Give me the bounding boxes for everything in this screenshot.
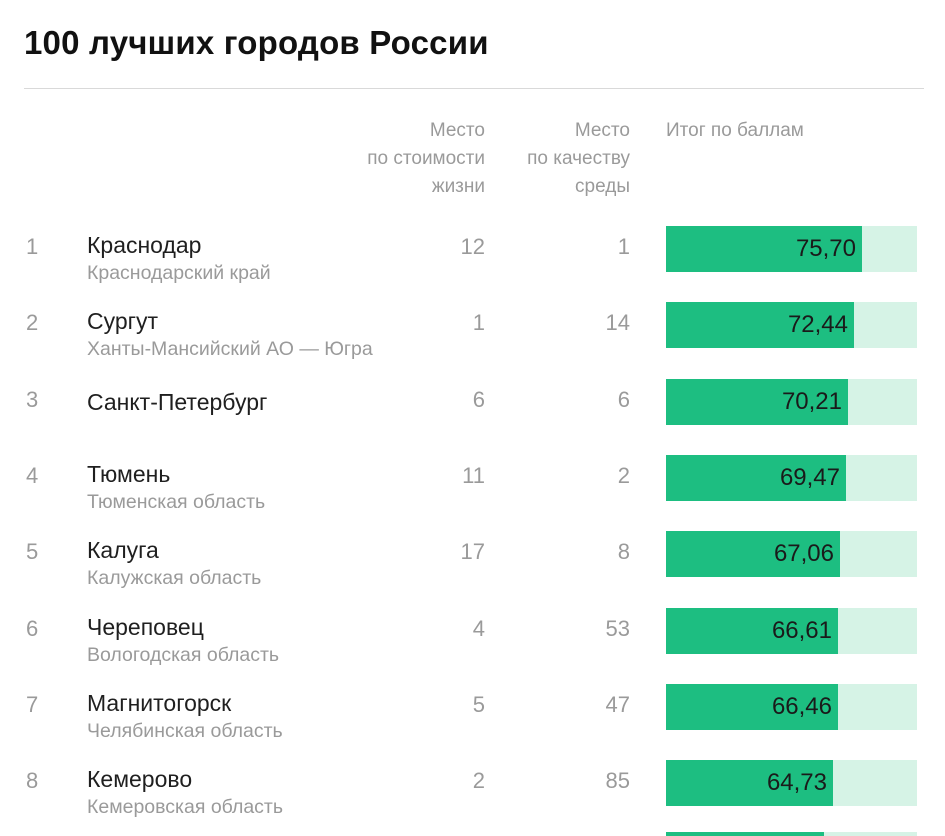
cost-of-living-rank: 1 [472, 310, 485, 336]
rank-number: 5 [26, 539, 39, 565]
region-name: Челябинская область [87, 719, 283, 742]
environment-quality-rank: 14 [605, 310, 630, 336]
score-bar [666, 378, 848, 425]
table-row: 5 Калуга Калужская область 17 8 67,06 [0, 529, 945, 605]
cost-of-living-rank: 17 [460, 539, 485, 565]
region-name: Краснодарский край [87, 262, 271, 284]
cost-of-living-rank: 5 [472, 691, 485, 717]
table-row: 3 Санкт-Петербург 6 6 70,21 [0, 377, 945, 453]
rank-number: 3 [26, 386, 39, 412]
score-bar-track: 69,47 [666, 454, 917, 501]
table-row: 4 Тюмень Тюменская область 11 2 69,47 [0, 453, 945, 529]
score-bar [666, 760, 833, 807]
city-name: Сургут [87, 308, 159, 335]
score-value: 69,47 [779, 463, 840, 491]
rank-number: 4 [26, 462, 39, 488]
title-divider [24, 88, 924, 89]
region-name: Ханты-Мансийский АО — Югра [87, 338, 373, 361]
score-value: 66,46 [771, 692, 832, 720]
score-bar [666, 607, 838, 654]
environment-quality-rank: 2 [617, 462, 630, 488]
environment-quality-rank: 85 [605, 768, 630, 794]
environment-quality-rank: 1 [617, 234, 630, 259]
city-name: Кемерово [87, 766, 193, 793]
environment-quality-rank: 53 [605, 615, 630, 641]
environment-quality-rank: 8 [617, 539, 630, 565]
rank-number: 2 [26, 310, 39, 336]
score-value: 70,21 [781, 387, 842, 415]
next-row-bar-peek [666, 832, 917, 836]
score-bar-track: 67,06 [666, 531, 917, 578]
page-title: 100 лучших городов России [24, 24, 489, 61]
city-name: Санкт-Петербург [87, 388, 268, 415]
environment-quality-rank: 47 [605, 691, 630, 717]
score-value: 64,73 [766, 769, 827, 797]
cost-of-living-rank: 6 [472, 386, 485, 412]
city-name: Магнитогорск [87, 689, 232, 716]
header-total-score: Итог по баллам [666, 120, 804, 141]
cost-of-living-rank: 11 [462, 462, 485, 488]
score-value: 75,70 [795, 235, 856, 262]
header-environment-quality: Место по качеству среды [527, 120, 630, 197]
region-name: Кемеровская область [87, 796, 284, 819]
rank-number: 8 [26, 768, 39, 794]
cost-of-living-rank: 2 [472, 768, 485, 794]
rank-number: 6 [26, 615, 39, 641]
table-row: 8 Кемерово Кемеровская область 2 85 64,73 [0, 758, 945, 834]
table-row: 6 Череповец Вологодская область 4 53 66,61 [0, 606, 945, 682]
score-bar-track: 70,21 [666, 378, 917, 425]
region-name: Вологодская область [87, 643, 280, 666]
score-bar [666, 454, 846, 501]
city-name: Краснодар [87, 232, 202, 258]
score-bar-track: 75,70 [666, 226, 917, 272]
score-bar [666, 302, 854, 349]
rank-number: 1 [26, 234, 39, 259]
city-name: Тюмень [87, 460, 171, 487]
header-cost-of-living: Место по стоимости жизни [367, 120, 485, 197]
city-name: Череповец [87, 613, 204, 640]
cost-of-living-rank: 4 [472, 615, 485, 641]
table-row: 2 Сургут Ханты-Мансийский АО — Югра 1 14 72,4… [0, 300, 945, 376]
table-row: 7 Магнитогорск Челябинская область 5 47 66,46 [0, 682, 945, 758]
score-bar-track: 66,61 [666, 607, 917, 654]
score-value: 66,61 [771, 616, 832, 644]
score-bar [666, 683, 838, 730]
region-name: Тюменская область [87, 490, 266, 513]
score-bar [666, 226, 862, 272]
city-name: Калуга [87, 537, 159, 564]
table-row: 1 Краснодар Краснодарский край 12 1 75,70 [0, 224, 945, 300]
rank-number: 7 [26, 691, 39, 717]
score-value: 67,06 [773, 540, 834, 568]
score-bar-track: 72,44 [666, 302, 917, 349]
score-bar-track: 64,73 [666, 760, 917, 807]
score-bar [666, 531, 840, 578]
cost-of-living-rank: 12 [460, 234, 485, 259]
environment-quality-rank: 6 [617, 386, 630, 412]
score-value: 72,44 [787, 311, 848, 339]
region-name: Калужская область [87, 567, 262, 590]
score-bar-track: 66,46 [666, 683, 917, 730]
